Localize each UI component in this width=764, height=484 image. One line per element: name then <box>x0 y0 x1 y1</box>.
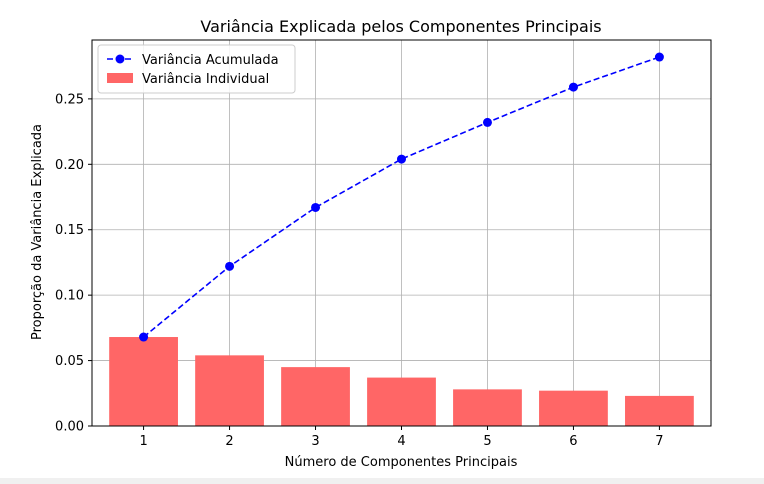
y-tick-label: 0.15 <box>55 223 84 238</box>
y-tick-label: 0.00 <box>55 420 84 435</box>
bars <box>109 337 694 426</box>
y-tick-label: 0.05 <box>55 354 84 369</box>
legend-swatch-marker <box>115 54 125 64</box>
x-tick-label: 2 <box>225 434 233 449</box>
x-tick-label: 6 <box>569 434 577 449</box>
legend-swatch-bar <box>107 73 133 83</box>
line-point <box>568 82 578 92</box>
line-point <box>139 332 149 342</box>
bar <box>539 390 608 426</box>
bar <box>195 355 264 426</box>
x-tick-label: 3 <box>311 434 319 449</box>
line-point <box>225 261 235 271</box>
line-point <box>311 202 321 212</box>
line-point <box>397 154 406 164</box>
bar <box>367 377 436 426</box>
x-tick-label: 5 <box>483 434 491 449</box>
y-axis-label: Proporção da Variância Explicada <box>30 124 45 340</box>
legend-label: Variância Acumulada <box>142 53 279 68</box>
legend-label: Variância Individual <box>142 72 269 87</box>
x-tick-label: 4 <box>397 434 405 449</box>
legend-box <box>97 44 296 94</box>
chart-title: Variância Explicada pelos Componentes Pr… <box>200 17 601 36</box>
bar <box>281 367 350 426</box>
bar <box>625 395 694 426</box>
y-tick-label: 0.20 <box>55 158 84 173</box>
ticks: 1 2 3 4 5 6 7 0.00 0.05 0.10 0.15 0.20 0.25 <box>55 92 664 449</box>
bar <box>453 389 522 426</box>
line-point <box>654 52 664 62</box>
y-tick-label: 0.25 <box>55 92 84 107</box>
grid <box>92 40 711 427</box>
x-tick-label: 1 <box>139 434 147 449</box>
y-tick-label: 0.10 <box>55 289 84 304</box>
x-tick-label: 7 <box>655 434 663 449</box>
cumulative-line <box>139 52 664 342</box>
bar <box>109 337 178 426</box>
x-axis-label: Número de Componentes Principais <box>285 455 518 470</box>
legend: Variância Acumulada Variância Individual <box>97 44 296 94</box>
line-point <box>482 117 492 127</box>
